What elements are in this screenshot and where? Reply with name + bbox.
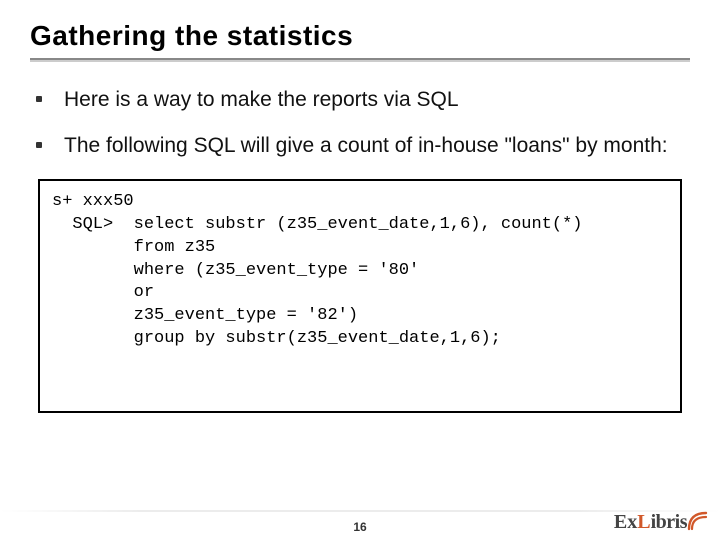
bullet-icon: [36, 96, 42, 102]
slide: Gathering the statistics Here is a way t…: [0, 0, 720, 540]
code-block: s+ xxx50 SQL> select substr (z35_event_d…: [38, 179, 682, 414]
logo-text-ex: Ex: [614, 511, 637, 534]
bullet-text: The following SQL will give a count of i…: [64, 132, 668, 160]
slide-title: Gathering the statistics: [30, 20, 690, 52]
title-underline: [30, 58, 690, 62]
code-text: s+ xxx50 SQL> select substr (z35_event_d…: [52, 191, 668, 352]
bullet-icon: [36, 142, 42, 148]
bullet-item: The following SQL will give a count of i…: [36, 132, 690, 160]
logo-text-l: L: [637, 511, 650, 534]
page-number: 16: [0, 520, 720, 534]
bullet-list: Here is a way to make the reports via SQ…: [30, 86, 690, 161]
exlibris-logo: Ex L ibris: [614, 511, 706, 534]
bullet-text: Here is a way to make the reports via SQ…: [64, 86, 459, 114]
logo-arc-icon: [688, 513, 706, 533]
logo-text-ibris: ibris: [651, 511, 687, 534]
title-block: Gathering the statistics: [30, 20, 690, 62]
footer-divider: [0, 510, 720, 512]
bullet-item: Here is a way to make the reports via SQ…: [36, 86, 690, 114]
